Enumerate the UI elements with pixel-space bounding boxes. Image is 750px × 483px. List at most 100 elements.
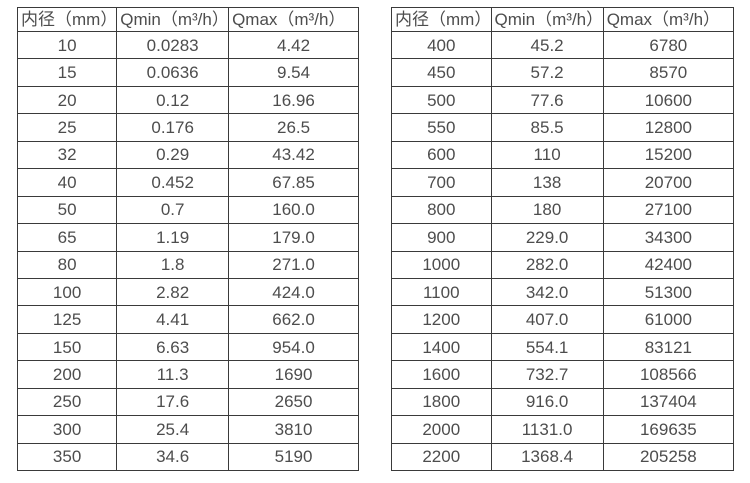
- table-row: 500 77.6 10600: [391, 85, 735, 115]
- table-cell: 169635: [602, 415, 735, 444]
- table-cell: 150: [16, 332, 118, 362]
- table-cell: 10600: [602, 85, 735, 115]
- table-cell: 20700: [602, 168, 735, 197]
- table-cell: 1131.0: [490, 415, 604, 444]
- column-header: Qmax（m³/h）: [602, 7, 735, 32]
- table-cell: 138: [490, 168, 604, 197]
- column-header: 内径（mm）: [391, 7, 492, 32]
- table-row: 2200 1368.4 205258: [391, 442, 735, 472]
- table-row: 1200 407.0 61000: [391, 305, 735, 334]
- table-cell: 500: [391, 85, 492, 115]
- table-row: 250 17.6 2650: [16, 387, 359, 417]
- table-cell: 1600: [391, 360, 492, 389]
- table-cell: 1100: [391, 277, 492, 307]
- table-cell: 110: [490, 140, 604, 170]
- table-cell: 85.5: [490, 113, 604, 142]
- table-row: 65 1.19 179.0: [16, 223, 359, 252]
- table-cell: 67.85: [228, 168, 359, 197]
- table-cell: 43.42: [228, 140, 359, 170]
- table-cell: 300: [16, 415, 118, 444]
- table-cell: 15: [16, 58, 118, 87]
- table-cell: 0.7: [116, 195, 230, 225]
- table-cell: 271.0: [228, 250, 359, 279]
- table-cell: 700: [391, 168, 492, 197]
- table-cell: 342.0: [490, 277, 604, 307]
- table-cell: 100: [16, 277, 118, 307]
- table-cell: 800: [391, 195, 492, 225]
- table-cell: 1200: [391, 305, 492, 334]
- table-row: 1100 342.0 51300: [391, 277, 735, 307]
- table-cell: 0.0283: [116, 30, 230, 60]
- table-cell: 554.1: [490, 332, 604, 362]
- table-cell: 32: [16, 140, 118, 170]
- table-cell: 12800: [602, 113, 735, 142]
- table-cell: 17.6: [116, 387, 230, 417]
- header-row: 内径（mm） Qmin（m³/h） Qmax（m³/h）: [391, 7, 735, 32]
- table-cell: 9.54: [228, 58, 359, 87]
- table-row: 400 45.2 6780: [391, 30, 735, 60]
- table-cell: 125: [16, 305, 118, 334]
- table-cell: 42400: [602, 250, 735, 279]
- table-row: 450 57.2 8570: [391, 58, 735, 87]
- table-cell: 0.29: [116, 140, 230, 170]
- table-cell: 40: [16, 168, 118, 197]
- table-cell: 400: [391, 30, 492, 60]
- column-header: Qmax（m³/h）: [228, 7, 359, 32]
- table-cell: 1800: [391, 387, 492, 417]
- table-cell: 77.6: [490, 85, 604, 115]
- table-row: 350 34.6 5190: [16, 442, 359, 472]
- table-cell: 80: [16, 250, 118, 279]
- table-cell: 83121: [602, 332, 735, 362]
- table-cell: 57.2: [490, 58, 604, 87]
- table-cell: 2650: [228, 387, 359, 417]
- table-row: 700 138 20700: [391, 168, 735, 197]
- table-cell: 16.96: [228, 85, 359, 115]
- table-cell: 160.0: [228, 195, 359, 225]
- table-row: 900 229.0 34300: [391, 223, 735, 252]
- table-cell: 8570: [602, 58, 735, 87]
- table-row: 2000 1131.0 169635: [391, 415, 735, 444]
- table-cell: 1690: [228, 360, 359, 389]
- table-cell: 205258: [602, 442, 735, 472]
- table-cell: 662.0: [228, 305, 359, 334]
- table-cell: 10: [16, 30, 118, 60]
- table-cell: 65: [16, 223, 118, 252]
- table-cell: 450: [391, 58, 492, 87]
- table-cell: 45.2: [490, 30, 604, 60]
- table-row: 32 0.29 43.42: [16, 140, 359, 170]
- table-cell: 2.82: [116, 277, 230, 307]
- header-row: 内径（mm） Qmin（m³/h） Qmax（m³/h）: [16, 7, 359, 32]
- table-row: 50 0.7 160.0: [16, 195, 359, 225]
- column-header: Qmin（m³/h）: [116, 7, 230, 32]
- table-row: 125 4.41 662.0: [16, 305, 359, 334]
- table-row: 40 0.452 67.85: [16, 168, 359, 197]
- table-cell: 137404: [602, 387, 735, 417]
- table-cell: 350: [16, 442, 118, 472]
- table-cell: 2200: [391, 442, 492, 472]
- table-cell: 15200: [602, 140, 735, 170]
- table-cell: 424.0: [228, 277, 359, 307]
- table-cell: 3810: [228, 415, 359, 444]
- table-cell: 61000: [602, 305, 735, 334]
- table-row: 1400 554.1 83121: [391, 332, 735, 362]
- table-row: 10 0.0283 4.42: [16, 30, 359, 60]
- table-cell: 0.12: [116, 85, 230, 115]
- table-row: 150 6.63 954.0: [16, 332, 359, 362]
- table-cell: 50: [16, 195, 118, 225]
- table-cell: 25: [16, 113, 118, 142]
- table-cell: 180: [490, 195, 604, 225]
- table-cell: 407.0: [490, 305, 604, 334]
- table-cell: 954.0: [228, 332, 359, 362]
- table-cell: 0.176: [116, 113, 230, 142]
- table-cell: 900: [391, 223, 492, 252]
- table-cell: 1400: [391, 332, 492, 362]
- table-cell: 1000: [391, 250, 492, 279]
- table-cell: 1368.4: [490, 442, 604, 472]
- flow-table-small-diameters: 内径（mm） Qmin（m³/h） Qmax（m³/h） 10 0.0283 4.42 15…: [16, 7, 359, 472]
- table-cell: 34300: [602, 223, 735, 252]
- table-cell: 1.8: [116, 250, 230, 279]
- table-cell: 600: [391, 140, 492, 170]
- table-cell: 20: [16, 85, 118, 115]
- table-row: 200 11.3 1690: [16, 360, 359, 389]
- table-row: 800 180 27100: [391, 195, 735, 225]
